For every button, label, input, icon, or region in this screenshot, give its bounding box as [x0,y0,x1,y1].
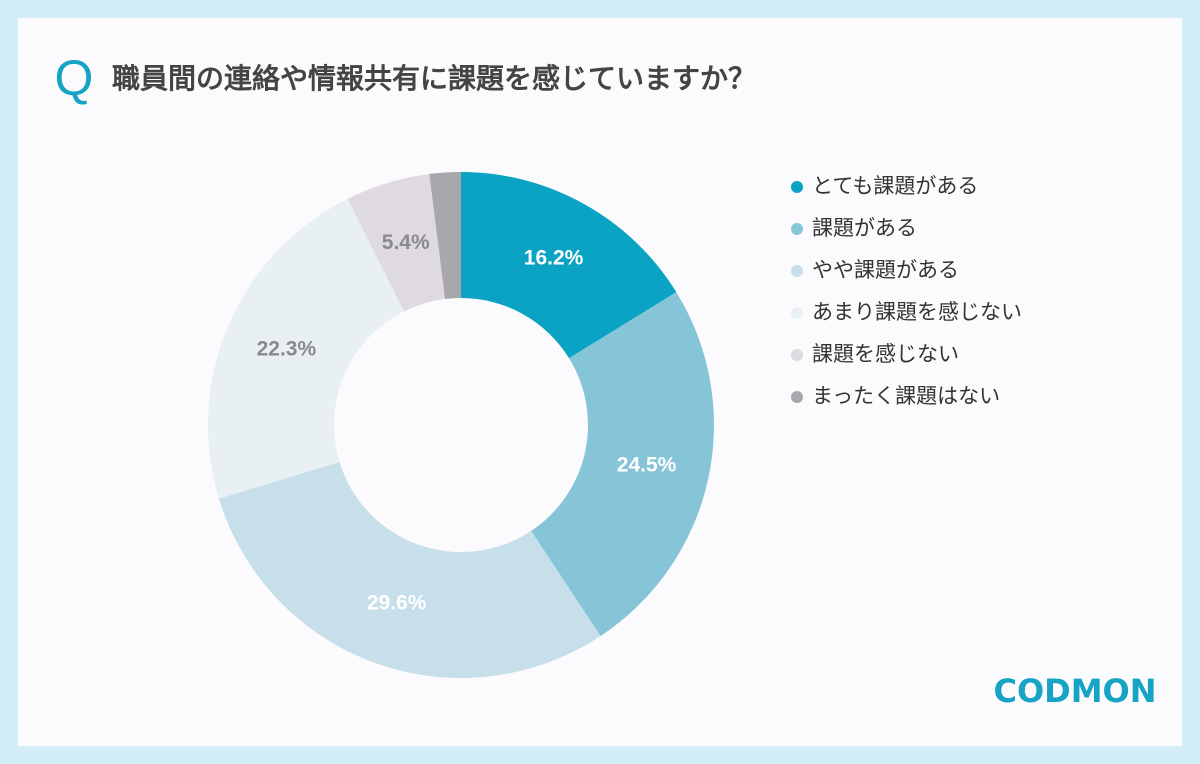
donut-slice [429,172,461,300]
legend-marker [791,223,803,235]
legend-marker [791,181,803,193]
legend-label: 課題を感じない [812,342,959,366]
value-label: 5.4% [382,231,430,254]
value-label: 22.3% [257,338,317,361]
donut-slice [347,173,446,312]
value-label: 29.6% [367,591,427,614]
chart-title: 職員間の連絡や情報共有に課題を感じていますか？ [112,62,756,95]
legend-marker [791,349,803,361]
q-mark: Q [55,50,94,106]
legend-marker [791,307,803,319]
legend-marker [791,391,803,403]
donut-slice [461,172,677,359]
legend-label: やや課題がある [812,258,959,282]
legend-label: 課題がある [812,216,917,240]
donut-slice [208,198,405,499]
legend-label: まったく課題はない [812,384,1000,408]
legend-marker [791,265,803,277]
value-label: 24.5% [617,453,677,476]
value-label: 16.2% [524,247,584,270]
brand-logo: CODMON [993,672,1156,710]
donut-slice [531,292,714,637]
donut-slice [218,461,601,678]
legend-label: とても課題がある [812,174,978,198]
legend-label: あまり課題を感じない [812,300,1022,324]
